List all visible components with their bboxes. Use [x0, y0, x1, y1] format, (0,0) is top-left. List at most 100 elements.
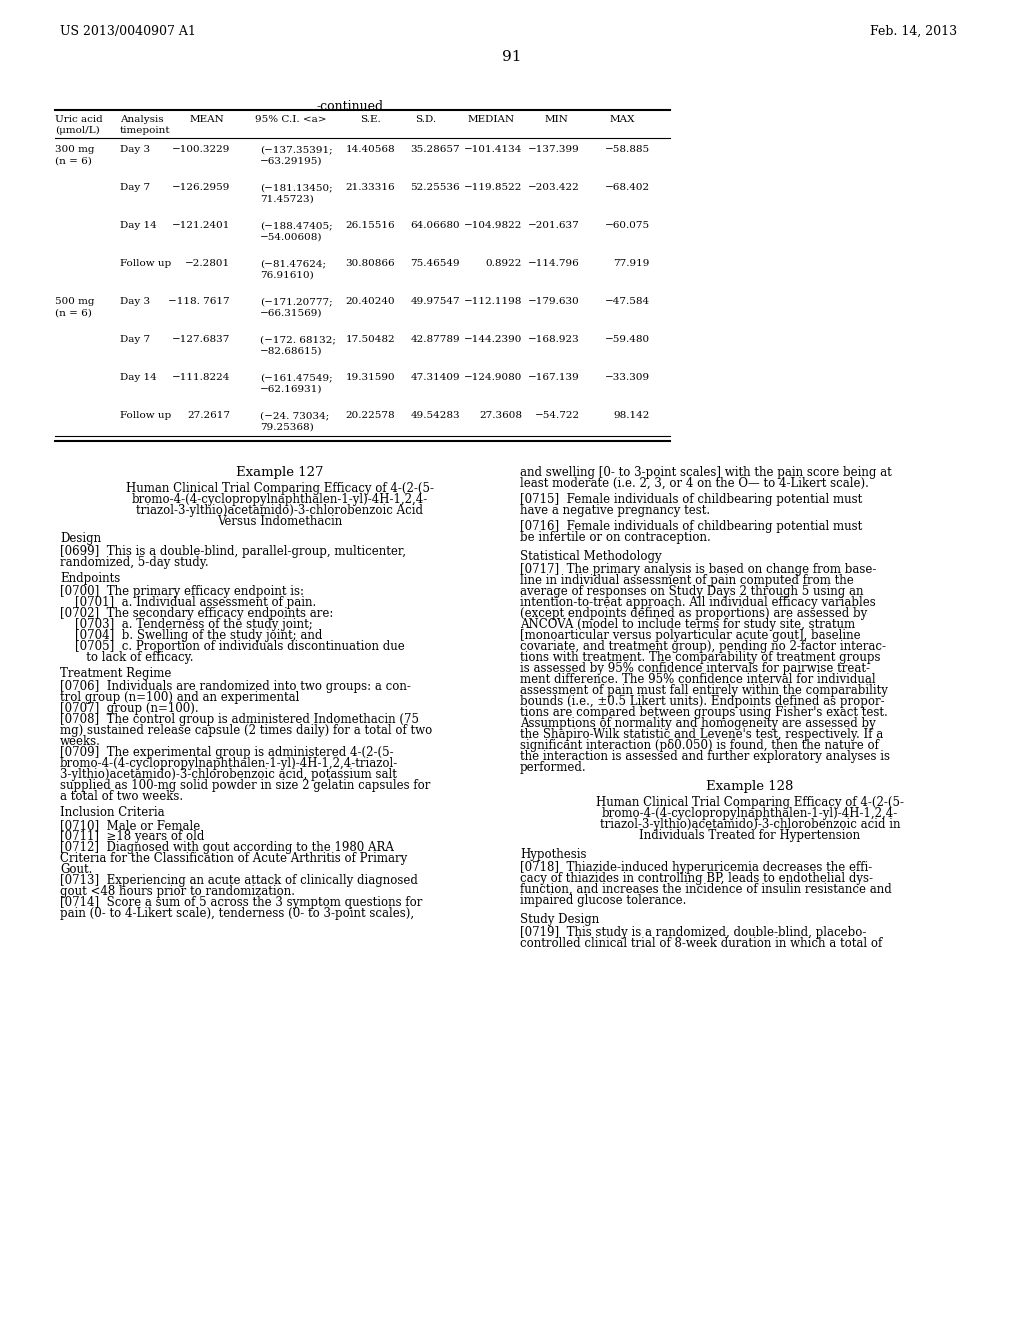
Text: covariate, and treatment group), pending no 2-factor interac-: covariate, and treatment group), pending…: [520, 640, 886, 653]
Text: 20.40240: 20.40240: [345, 297, 395, 306]
Text: Day 3: Day 3: [120, 145, 151, 154]
Text: Follow up: Follow up: [120, 259, 171, 268]
Text: MEAN: MEAN: [190, 115, 224, 124]
Text: [0703]  a. Tenderness of the study joint;: [0703] a. Tenderness of the study joint;: [60, 618, 312, 631]
Text: [0701]  a. Individual assessment of pain.: [0701] a. Individual assessment of pain.: [60, 597, 316, 609]
Text: −124.9080: −124.9080: [464, 374, 522, 381]
Text: [0711]  ≥18 years of old: [0711] ≥18 years of old: [60, 830, 205, 843]
Text: significant interaction (pδ0.050) is found, then the nature of: significant interaction (pδ0.050) is fou…: [520, 739, 879, 752]
Text: 30.80866: 30.80866: [345, 259, 395, 268]
Text: 26.15516: 26.15516: [345, 220, 395, 230]
Text: ment difference. The 95% confidence interval for individual: ment difference. The 95% confidence inte…: [520, 673, 876, 686]
Text: [0706]  Individuals are randomized into two groups: a con-: [0706] Individuals are randomized into t…: [60, 680, 411, 693]
Text: tions with treatment. The comparability of treatment groups: tions with treatment. The comparability …: [520, 651, 881, 664]
Text: −168.923: −168.923: [528, 335, 580, 345]
Text: −101.4134: −101.4134: [464, 145, 522, 154]
Text: [0714]  Score a sum of 5 across the 3 symptom questions for: [0714] Score a sum of 5 across the 3 sym…: [60, 896, 422, 909]
Text: [0715]  Female individuals of childbearing potential must: [0715] Female individuals of childbearin…: [520, 492, 862, 506]
Text: weeks.: weeks.: [60, 735, 101, 748]
Text: randomized, 5-day study.: randomized, 5-day study.: [60, 556, 209, 569]
Text: Day 7: Day 7: [120, 335, 151, 345]
Text: −179.630: −179.630: [528, 297, 580, 306]
Text: (−188.47405;
−54.00608): (−188.47405; −54.00608): [260, 220, 333, 242]
Text: [0699]  This is a double-blind, parallel-group, multicenter,: [0699] This is a double-blind, parallel-…: [60, 545, 406, 558]
Text: [0710]  Male or Female: [0710] Male or Female: [60, 818, 201, 832]
Text: 300 mg
(n = 6): 300 mg (n = 6): [55, 145, 94, 165]
Text: [0709]  The experimental group is administered 4-(2-(5-: [0709] The experimental group is adminis…: [60, 746, 393, 759]
Text: Study Design: Study Design: [520, 913, 599, 927]
Text: Hypothesis: Hypothesis: [520, 847, 587, 861]
Text: −68.402: −68.402: [605, 183, 650, 191]
Text: −114.796: −114.796: [528, 259, 580, 268]
Text: -continued: -continued: [316, 100, 384, 114]
Text: [0712]  Diagnosed with gout according to the 1980 ARA: [0712] Diagnosed with gout according to …: [60, 841, 394, 854]
Text: −111.8224: −111.8224: [172, 374, 230, 381]
Text: controlled clinical trial of 8-week duration in which a total of: controlled clinical trial of 8-week dura…: [520, 937, 883, 950]
Text: (−171.20777;
−66.31569): (−171.20777; −66.31569): [260, 297, 333, 317]
Text: ANCOVA (model to include terms for study site, stratum: ANCOVA (model to include terms for study…: [520, 618, 855, 631]
Text: impaired glucose tolerance.: impaired glucose tolerance.: [520, 894, 686, 907]
Text: −118. 7617: −118. 7617: [168, 297, 230, 306]
Text: MEDIAN: MEDIAN: [468, 115, 515, 124]
Text: 20.22578: 20.22578: [345, 411, 395, 420]
Text: 77.919: 77.919: [613, 259, 650, 268]
Text: −33.309: −33.309: [605, 374, 650, 381]
Text: −47.584: −47.584: [605, 297, 650, 306]
Text: −201.637: −201.637: [528, 220, 580, 230]
Text: −121.2401: −121.2401: [172, 220, 230, 230]
Text: (−137.35391;
−63.29195): (−137.35391; −63.29195): [260, 145, 333, 165]
Text: S.E.: S.E.: [360, 115, 381, 124]
Text: assessment of pain must fall entirely within the comparability: assessment of pain must fall entirely wi…: [520, 684, 888, 697]
Text: 47.31409: 47.31409: [411, 374, 460, 381]
Text: 49.97547: 49.97547: [411, 297, 460, 306]
Text: 35.28657: 35.28657: [411, 145, 460, 154]
Text: trol group (n=100) and an experimental: trol group (n=100) and an experimental: [60, 690, 299, 704]
Text: cacy of thiazides in controlling BP, leads to endothelial dys-: cacy of thiazides in controlling BP, lea…: [520, 873, 873, 884]
Text: is assessed by 95% confidence intervals for pairwise treat-: is assessed by 95% confidence intervals …: [520, 663, 870, 675]
Text: Criteria for the Classification of Acute Arthritis of Primary: Criteria for the Classification of Acute…: [60, 851, 408, 865]
Text: be infertile or on contraception.: be infertile or on contraception.: [520, 531, 711, 544]
Text: [0718]  Thiazide-induced hyperuricemia decreases the effi-: [0718] Thiazide-induced hyperuricemia de…: [520, 861, 872, 874]
Text: −59.480: −59.480: [605, 335, 650, 345]
Text: −2.2801: −2.2801: [185, 259, 230, 268]
Text: 500 mg
(n = 6): 500 mg (n = 6): [55, 297, 94, 317]
Text: 21.33316: 21.33316: [345, 183, 395, 191]
Text: [0702]  The secondary efficacy endpoints are:: [0702] The secondary efficacy endpoints …: [60, 607, 334, 620]
Text: 14.40568: 14.40568: [345, 145, 395, 154]
Text: −126.2959: −126.2959: [172, 183, 230, 191]
Text: Example 127: Example 127: [237, 466, 324, 479]
Text: −119.8522: −119.8522: [464, 183, 522, 191]
Text: [0704]  b. Swelling of the study joint; and: [0704] b. Swelling of the study joint; a…: [60, 630, 323, 642]
Text: S.D.: S.D.: [415, 115, 436, 124]
Text: triazol-3-ylthio)acetamido)-3-chlorobenzoic Acid: triazol-3-ylthio)acetamido)-3-chlorobenz…: [136, 504, 424, 517]
Text: Uric acid
(μmol/L): Uric acid (μmol/L): [55, 115, 102, 135]
Text: Day 14: Day 14: [120, 374, 157, 381]
Text: (−161.47549;
−62.16931): (−161.47549; −62.16931): [260, 374, 333, 393]
Text: intention-to-treat approach. All individual efficacy variables: intention-to-treat approach. All individ…: [520, 597, 876, 609]
Text: Inclusion Criteria: Inclusion Criteria: [60, 807, 165, 818]
Text: pain (0- to 4-Likert scale), tenderness (0- to 3-point scales),: pain (0- to 4-Likert scale), tenderness …: [60, 907, 414, 920]
Text: −60.075: −60.075: [605, 220, 650, 230]
Text: Individuals Treated for Hypertension: Individuals Treated for Hypertension: [639, 829, 860, 842]
Text: 17.50482: 17.50482: [345, 335, 395, 345]
Text: 75.46549: 75.46549: [411, 259, 460, 268]
Text: 91: 91: [502, 50, 522, 63]
Text: and swelling [0- to 3-point scales] with the pain score being at: and swelling [0- to 3-point scales] with…: [520, 466, 892, 479]
Text: bromo-4-(4-cyclopropylnaphthalen-1-yl)-4H-1,2,4-: bromo-4-(4-cyclopropylnaphthalen-1-yl)-4…: [132, 492, 428, 506]
Text: −167.139: −167.139: [528, 374, 580, 381]
Text: to lack of efficacy.: to lack of efficacy.: [60, 651, 194, 664]
Text: Assumptions of normality and homogeneity are assessed by: Assumptions of normality and homogeneity…: [520, 717, 876, 730]
Text: Feb. 14, 2013: Feb. 14, 2013: [870, 25, 957, 38]
Text: Example 128: Example 128: [707, 780, 794, 793]
Text: average of responses on Study Days 2 through 5 using an: average of responses on Study Days 2 thr…: [520, 585, 863, 598]
Text: have a negative pregnancy test.: have a negative pregnancy test.: [520, 504, 710, 517]
Text: bromo-4-(4-cyclopropylnaphthalen-1-yl)-4H-1,2,4-: bromo-4-(4-cyclopropylnaphthalen-1-yl)-4…: [602, 807, 898, 820]
Text: [0713]  Experiencing an acute attack of clinically diagnosed: [0713] Experiencing an acute attack of c…: [60, 874, 418, 887]
Text: Versus Indomethacin: Versus Indomethacin: [217, 515, 343, 528]
Text: −137.399: −137.399: [528, 145, 580, 154]
Text: Human Clinical Trial Comparing Efficacy of 4-(2-(5-: Human Clinical Trial Comparing Efficacy …: [126, 482, 434, 495]
Text: −127.6837: −127.6837: [172, 335, 230, 345]
Text: 98.142: 98.142: [613, 411, 650, 420]
Text: a total of two weeks.: a total of two weeks.: [60, 789, 183, 803]
Text: −54.722: −54.722: [535, 411, 580, 420]
